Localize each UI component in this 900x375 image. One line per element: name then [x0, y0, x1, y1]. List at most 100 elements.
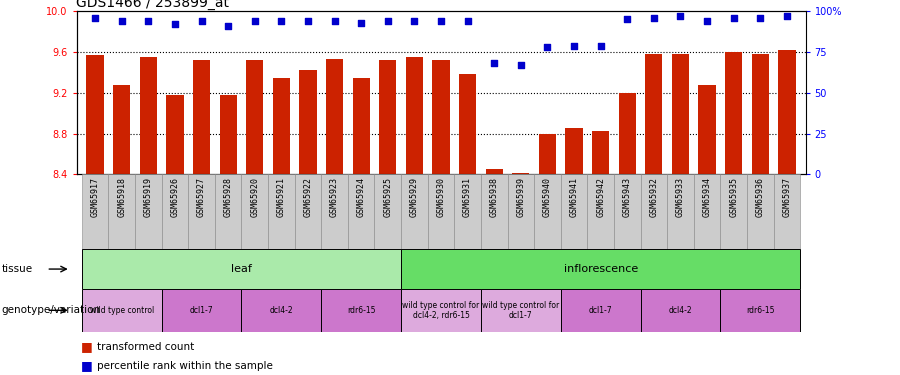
Text: GDS1466 / 253899_at: GDS1466 / 253899_at: [76, 0, 230, 10]
Bar: [268, 174, 294, 249]
Bar: [326, 59, 343, 174]
Bar: [294, 174, 321, 249]
Point: [434, 18, 448, 24]
Point: [673, 13, 688, 19]
Text: GSM65940: GSM65940: [543, 177, 552, 217]
Text: wild type control for
dcl4-2, rdr6-15: wild type control for dcl4-2, rdr6-15: [402, 301, 480, 320]
Point: [461, 18, 475, 24]
Text: GSM65932: GSM65932: [649, 177, 658, 217]
Bar: [193, 60, 211, 174]
Text: ■: ■: [81, 340, 97, 353]
Point: [328, 18, 342, 24]
Text: GSM65941: GSM65941: [570, 177, 579, 217]
Bar: [752, 54, 769, 174]
Bar: [241, 174, 268, 249]
Point: [514, 62, 528, 68]
Bar: [401, 249, 800, 289]
Bar: [618, 93, 636, 174]
Point: [726, 15, 741, 21]
Bar: [401, 289, 481, 332]
Bar: [486, 169, 503, 174]
Text: rdr6-15: rdr6-15: [346, 306, 375, 315]
Text: GSM65936: GSM65936: [756, 177, 765, 217]
Point: [274, 18, 289, 24]
Bar: [778, 50, 796, 174]
Text: wild type control for
dcl1-7: wild type control for dcl1-7: [482, 301, 560, 320]
Bar: [188, 174, 215, 249]
Bar: [220, 95, 237, 174]
Text: GSM65923: GSM65923: [330, 177, 339, 217]
Bar: [565, 129, 582, 174]
Bar: [300, 70, 317, 174]
Bar: [539, 134, 556, 174]
Text: inflorescence: inflorescence: [563, 264, 638, 274]
Bar: [273, 78, 290, 174]
Text: percentile rank within the sample: percentile rank within the sample: [97, 361, 273, 370]
Text: GSM65934: GSM65934: [703, 177, 712, 217]
Bar: [459, 75, 476, 174]
Text: GSM65938: GSM65938: [490, 177, 499, 217]
Bar: [588, 174, 614, 249]
Point: [487, 60, 501, 66]
Point: [753, 15, 768, 21]
Text: dcl4-2: dcl4-2: [270, 306, 293, 315]
Bar: [667, 174, 694, 249]
Bar: [108, 174, 135, 249]
Bar: [321, 289, 401, 332]
Point: [381, 18, 395, 24]
Bar: [82, 174, 108, 249]
Bar: [401, 174, 428, 249]
Bar: [774, 174, 800, 249]
Bar: [321, 174, 348, 249]
Bar: [481, 174, 508, 249]
Bar: [86, 55, 104, 174]
Bar: [725, 52, 742, 174]
Text: tissue: tissue: [2, 264, 33, 274]
Point: [540, 44, 554, 50]
Point: [141, 18, 156, 24]
Point: [167, 21, 182, 27]
Bar: [140, 57, 157, 174]
Text: GSM65933: GSM65933: [676, 177, 685, 217]
Text: dcl1-7: dcl1-7: [589, 306, 612, 315]
Text: transformed count: transformed count: [97, 342, 194, 352]
Bar: [82, 289, 162, 332]
Bar: [162, 174, 188, 249]
Text: GSM65930: GSM65930: [436, 177, 446, 217]
Text: wild type control: wild type control: [90, 306, 154, 315]
Bar: [645, 54, 662, 174]
Point: [194, 18, 209, 24]
Text: GSM65926: GSM65926: [170, 177, 179, 217]
Text: GSM65920: GSM65920: [250, 177, 259, 217]
Bar: [82, 249, 401, 289]
Bar: [162, 289, 241, 332]
Point: [248, 18, 262, 24]
Bar: [698, 85, 716, 174]
Bar: [135, 174, 162, 249]
Bar: [246, 60, 264, 174]
Point: [567, 42, 581, 48]
Text: GSM65939: GSM65939: [517, 177, 526, 217]
Point: [620, 16, 634, 22]
Point: [88, 15, 103, 21]
Text: GSM65935: GSM65935: [729, 177, 738, 217]
Text: GSM65925: GSM65925: [383, 177, 392, 217]
Bar: [113, 85, 130, 174]
Text: dcl4-2: dcl4-2: [669, 306, 692, 315]
Bar: [720, 289, 800, 332]
Point: [593, 42, 608, 48]
Point: [646, 15, 661, 21]
Bar: [641, 174, 667, 249]
Text: leaf: leaf: [231, 264, 252, 274]
Bar: [747, 174, 774, 249]
Bar: [428, 174, 454, 249]
Bar: [592, 130, 609, 174]
Text: GSM65921: GSM65921: [277, 177, 286, 217]
Text: GSM65937: GSM65937: [782, 177, 791, 217]
Text: GSM65919: GSM65919: [144, 177, 153, 217]
Bar: [561, 174, 588, 249]
Point: [221, 23, 236, 29]
Text: ■: ■: [81, 359, 97, 372]
Point: [700, 18, 715, 24]
Bar: [379, 60, 396, 174]
